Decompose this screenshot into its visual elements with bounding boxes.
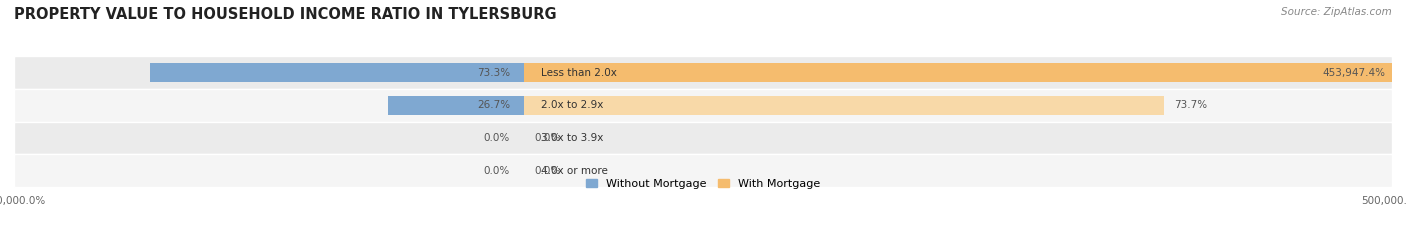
Legend: Without Mortgage, With Mortgage: Without Mortgage, With Mortgage — [582, 174, 824, 193]
Bar — [14, 122, 1392, 154]
Text: 2.0x to 2.9x: 2.0x to 2.9x — [541, 100, 603, 110]
Text: 26.7%: 26.7% — [477, 100, 510, 110]
Text: 4.0x or more: 4.0x or more — [541, 166, 607, 176]
Text: 0.0%: 0.0% — [534, 133, 561, 143]
Text: Source: ZipAtlas.com: Source: ZipAtlas.com — [1281, 7, 1392, 17]
Text: 0.0%: 0.0% — [484, 133, 510, 143]
Bar — [524, 95, 1164, 115]
Text: 453,947.4%: 453,947.4% — [1322, 68, 1385, 78]
Text: 73.7%: 73.7% — [1174, 100, 1208, 110]
Text: 73.3%: 73.3% — [477, 68, 510, 78]
Text: PROPERTY VALUE TO HOUSEHOLD INCOME RATIO IN TYLERSBURG: PROPERTY VALUE TO HOUSEHOLD INCOME RATIO… — [14, 7, 557, 22]
Bar — [524, 63, 1406, 83]
Bar — [388, 95, 524, 115]
Text: Less than 2.0x: Less than 2.0x — [541, 68, 617, 78]
Bar — [14, 89, 1392, 122]
Text: 0.0%: 0.0% — [484, 166, 510, 176]
Bar — [150, 63, 524, 83]
Text: 3.0x to 3.9x: 3.0x to 3.9x — [541, 133, 603, 143]
Bar — [14, 154, 1392, 187]
Text: 0.0%: 0.0% — [534, 166, 561, 176]
Bar — [14, 56, 1392, 89]
